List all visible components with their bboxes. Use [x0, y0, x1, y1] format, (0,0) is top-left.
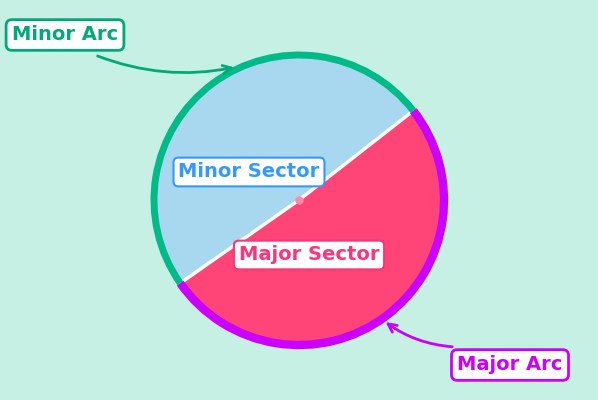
Text: Minor Arc: Minor Arc [12, 26, 118, 44]
Text: Major Sector: Major Sector [239, 246, 379, 264]
Text: Minor Sector: Minor Sector [178, 162, 319, 182]
Text: Major Arc: Major Arc [457, 356, 563, 374]
Wedge shape [154, 55, 413, 283]
Wedge shape [180, 111, 444, 345]
